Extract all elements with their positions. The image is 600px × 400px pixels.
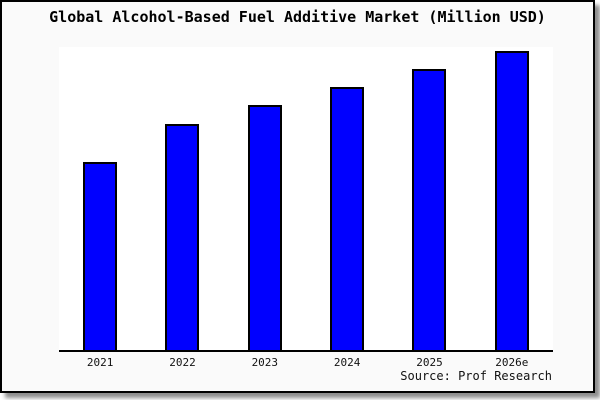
- x-tick-label-2025: 2025: [416, 356, 443, 369]
- x-tick-label-2022: 2022: [169, 356, 196, 369]
- x-axis-labels: 2021 2022 2023 2024 2025 2026e: [59, 356, 553, 369]
- x-tick-label-2026e: 2026e: [495, 356, 529, 369]
- bar-column: [141, 47, 223, 350]
- bar-column: [59, 47, 141, 350]
- bar-2023: [247, 105, 282, 350]
- bar-2026e: [494, 51, 529, 350]
- bar-column: [224, 47, 306, 350]
- bar-column: [471, 47, 553, 350]
- plot-area: [59, 47, 553, 352]
- bar-column: [306, 47, 388, 350]
- x-tick-label-2023: 2023: [251, 356, 279, 369]
- chart-frame: Global Alcohol-Based Fuel Additive Marke…: [0, 0, 595, 393]
- chart-title: Global Alcohol-Based Fuel Additive Marke…: [49, 8, 546, 26]
- bars-container: [59, 47, 553, 350]
- source-attribution: Source: Prof Research: [400, 369, 552, 383]
- x-tick-label-2024: 2024: [333, 356, 361, 369]
- bar-column: [388, 47, 470, 350]
- bar-2024: [330, 87, 365, 350]
- bar-2025: [412, 69, 447, 350]
- x-tick-label-2021: 2021: [86, 356, 114, 369]
- bar-2022: [165, 124, 200, 350]
- bar-2021: [83, 162, 118, 350]
